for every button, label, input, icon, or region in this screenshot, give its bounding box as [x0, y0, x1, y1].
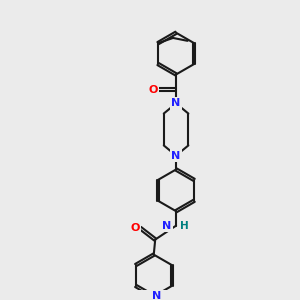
Text: N: N — [171, 98, 181, 108]
Text: N: N — [171, 151, 181, 160]
Text: O: O — [130, 223, 140, 233]
Text: H: H — [179, 221, 188, 231]
Text: N: N — [163, 221, 172, 231]
Text: O: O — [148, 85, 158, 94]
Text: N: N — [152, 291, 161, 300]
